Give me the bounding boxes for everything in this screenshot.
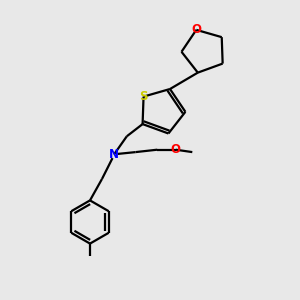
Text: N: N (109, 148, 119, 161)
Text: S: S (139, 90, 148, 103)
Text: O: O (171, 142, 181, 156)
Text: O: O (191, 23, 201, 36)
